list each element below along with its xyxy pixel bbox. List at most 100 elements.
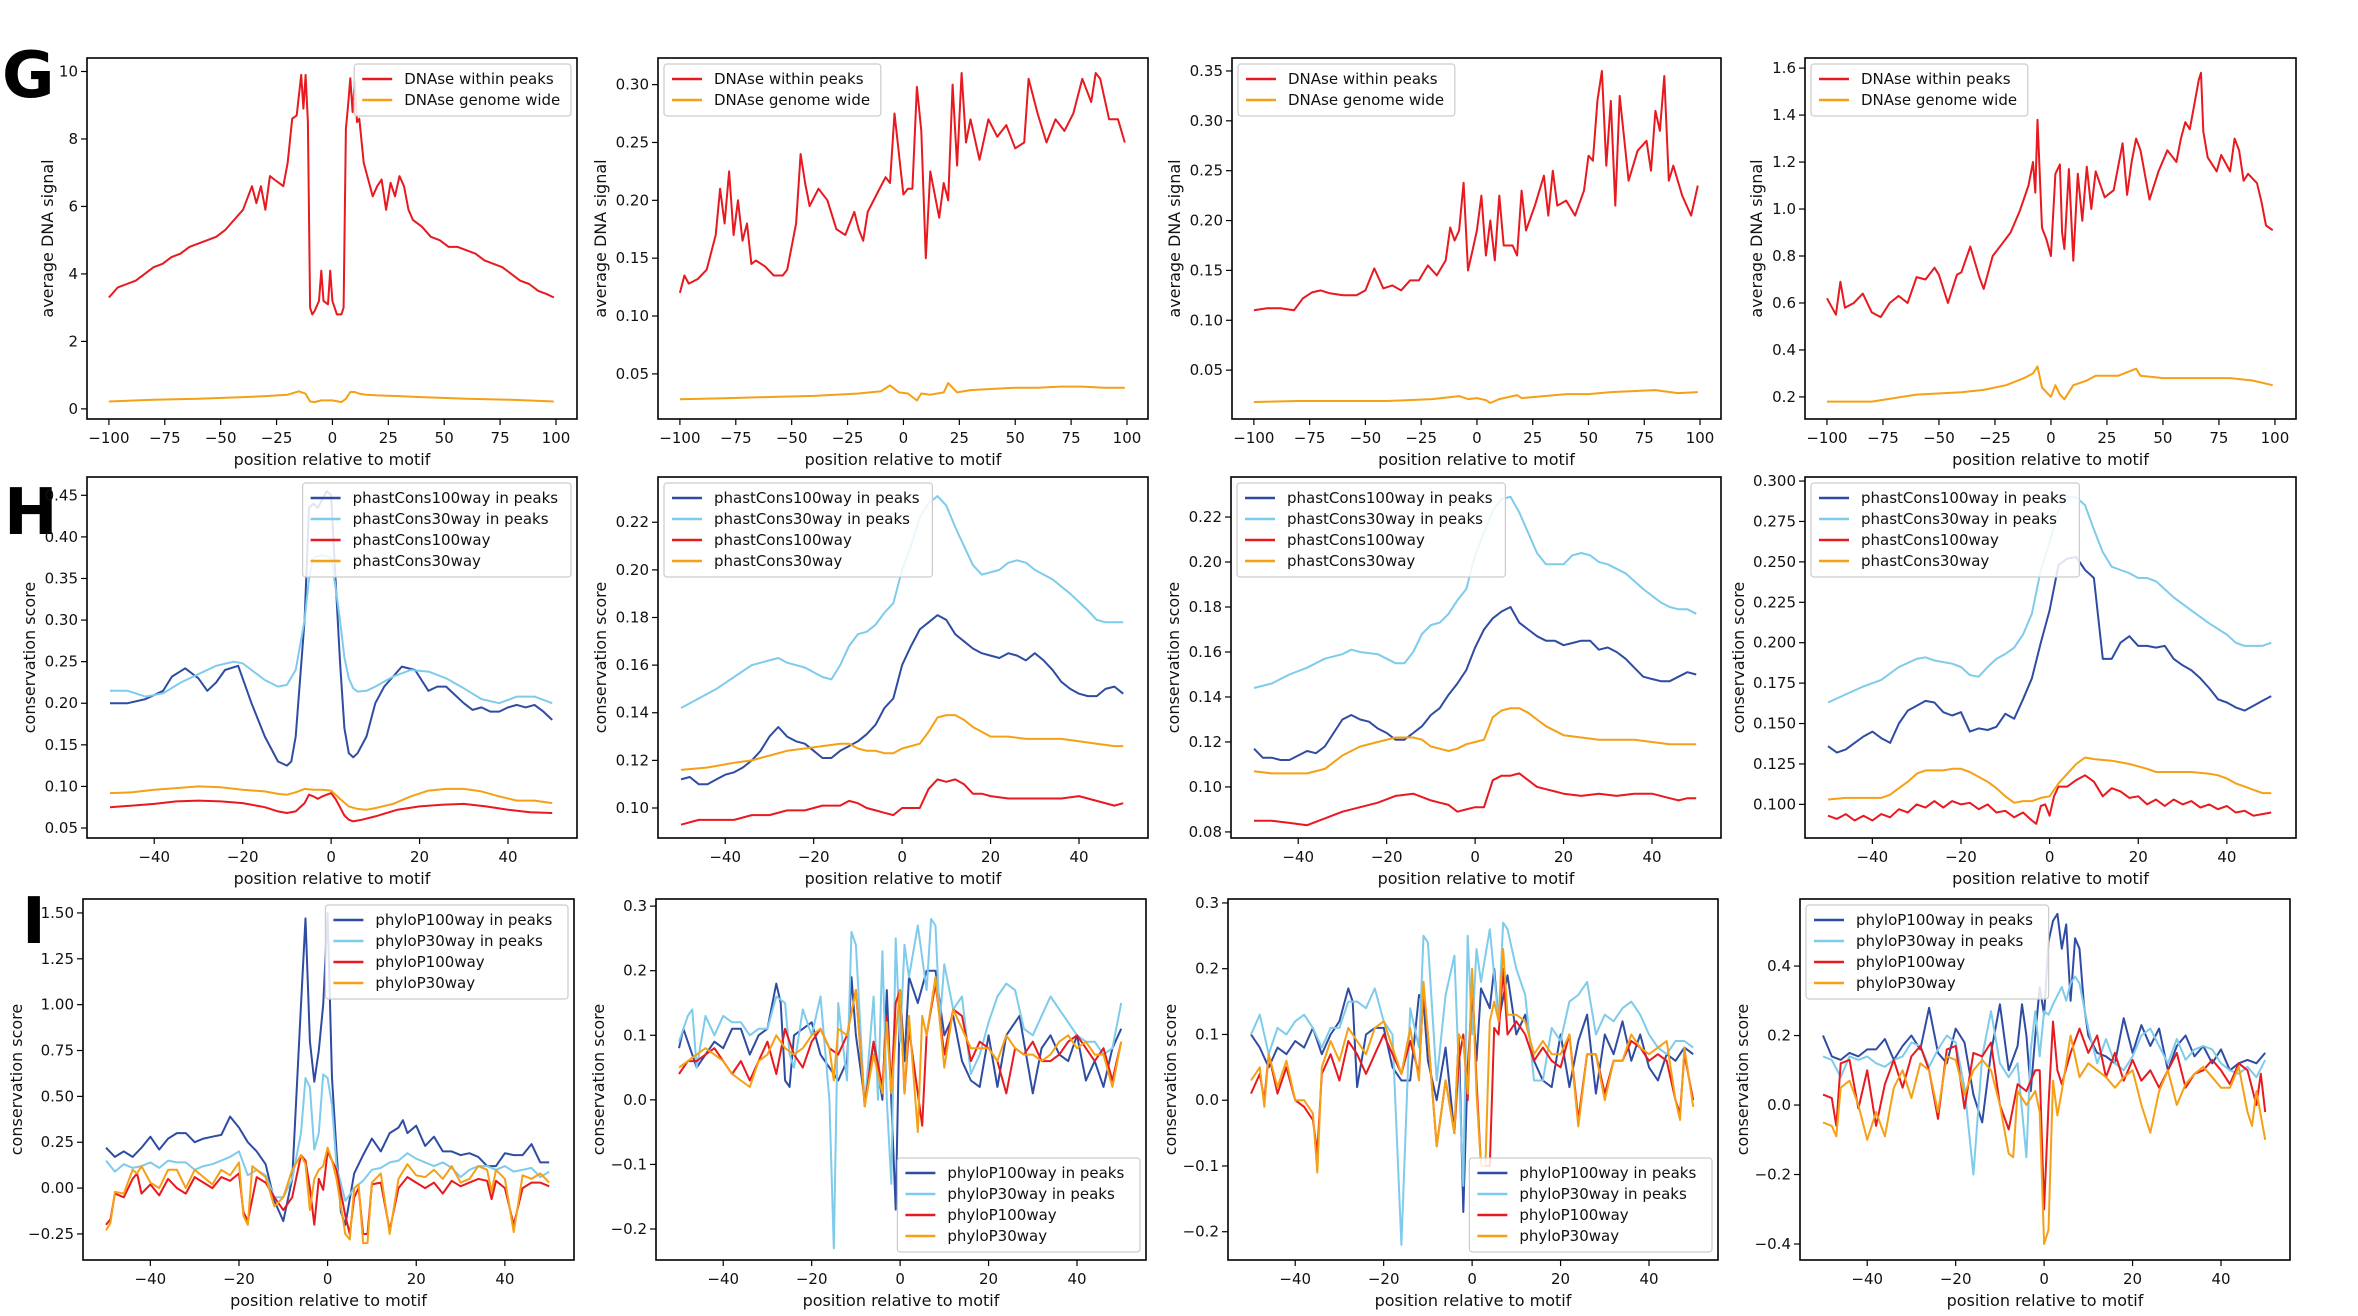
series-line-cons100-peaks: [680, 614, 1124, 786]
series-line-cons30-peaks: [1250, 921, 1694, 1246]
y-tick-label: 0.250: [1753, 553, 1796, 571]
x-tick-label: 0: [328, 429, 338, 447]
x-tick-label: 75: [491, 429, 510, 447]
x-tick-label: 20: [981, 848, 1000, 866]
legend-label: phastCons100way in peaks: [714, 489, 920, 507]
x-tick-label: −50: [776, 429, 808, 447]
y-tick-label: 0.0: [623, 1091, 647, 1109]
legend-label: DNAse genome wide: [1861, 91, 2017, 109]
legend: DNAse within peaks DNAse genome wide: [353, 63, 572, 117]
legend: phastCons100way in peaks phastCons30way i…: [1236, 482, 1506, 578]
series-line-cons30: [680, 714, 1124, 771]
x-axis-label: position relative to motif: [234, 450, 431, 469]
y-tick-label: 0.40: [45, 528, 78, 546]
x-tick-label: 0: [1472, 429, 1482, 447]
series-line-dnase-genome: [679, 382, 1125, 402]
series-line-cons100: [1827, 774, 2272, 825]
x-tick-label: 0: [2039, 1270, 2049, 1288]
x-tick-label: −40: [135, 1270, 167, 1288]
series-line-dnase-genome: [1827, 365, 2273, 403]
x-tick-label: −40: [1282, 848, 1314, 866]
y-tick-label: −0.2: [1755, 1166, 1791, 1184]
series-line-cons30: [1822, 1034, 2267, 1245]
x-axis-label: position relative to motif: [1952, 450, 2149, 469]
x-tick-label: 25: [1523, 429, 1542, 447]
legend-label: DNAse genome wide: [404, 91, 560, 109]
y-tick-label: 1.00: [41, 996, 74, 1014]
y-tick-label: 1.2: [1772, 153, 1796, 171]
legend: phyloP100way in peaks phyloP30way in peak…: [896, 1157, 1141, 1253]
series-line-cons30: [1250, 948, 1695, 1174]
y-axis-label: average DNA signal: [38, 159, 57, 317]
x-tick-label: 40: [1639, 1270, 1658, 1288]
x-tick-label: 20: [407, 1270, 426, 1288]
legend-label: phyloP30way: [947, 1227, 1047, 1245]
panel-i1: −40 −20 0 20 40 −0.25 0.00 0.25 0.50 0.75 1.00 1.25…: [7, 898, 575, 1310]
series-line-cons100: [1250, 967, 1695, 1167]
y-tick-label: 0.14: [616, 704, 649, 722]
x-tick-label: 40: [2211, 1270, 2230, 1288]
legend-box: [896, 1157, 1141, 1253]
x-tick-label: −20: [796, 1270, 828, 1288]
legend: phyloP100way in peaks phyloP30way in peak…: [324, 904, 569, 1000]
y-tick-label: 0.75: [41, 1042, 74, 1060]
x-tick-label: −20: [227, 848, 259, 866]
y-tick-label: 0.20: [1189, 553, 1222, 571]
y-tick-label: 0.30: [1190, 112, 1223, 130]
legend-box: [302, 482, 572, 578]
y-tick-label: 0.50: [41, 1087, 74, 1105]
x-tick-label: 20: [979, 1270, 998, 1288]
panel-h4: −40 −20 0 20 40 0.100 0.125 0.150 0.175 0.200 0.22…: [1729, 472, 2297, 888]
series-line-cons100-peaks: [678, 969, 1123, 1211]
panel-g4: −100 −75 −50 −25 0 25 50 75 100 0.2 0.4 0.6 0.8 1.0 1.…: [1747, 57, 2297, 469]
x-tick-label: −100: [659, 429, 700, 447]
x-axis-label: position relative to motif: [805, 450, 1002, 469]
series-group: [1253, 495, 1697, 827]
legend-label: phyloP100way in peaks: [375, 911, 552, 929]
series-line-dnase-peaks: [1826, 71, 2274, 319]
series-line-cons30: [105, 1146, 550, 1245]
x-tick-label: −20: [1945, 848, 1977, 866]
y-tick-label: 2: [68, 332, 78, 350]
series-line-cons100: [680, 778, 1124, 826]
row-label-h: H: [4, 476, 58, 550]
legend-box: [663, 482, 933, 578]
x-tick-label: 0: [899, 429, 909, 447]
x-tick-label: 40: [495, 1270, 514, 1288]
legend-box: [1810, 482, 2080, 578]
y-tick-label: 0.10: [616, 799, 649, 817]
y-tick-label: 1.6: [1772, 59, 1796, 77]
y-tick-label: 0.10: [45, 777, 78, 795]
x-axis-label: position relative to motif: [234, 869, 431, 888]
y-tick-label: 0.25: [616, 133, 649, 151]
row-label-i: I: [22, 885, 46, 959]
legend-label: phyloP100way: [947, 1206, 1056, 1224]
legend-label: phastCons100way in peaks: [1861, 489, 2067, 507]
legend-label: phyloP30way: [1856, 974, 1956, 992]
y-tick-label: 0.15: [1190, 261, 1223, 279]
x-axis-label: position relative to motif: [230, 1291, 427, 1310]
series-line-cons30-peaks: [1822, 975, 2267, 1176]
y-tick-label: 0.4: [1767, 957, 1791, 975]
x-tick-label: −25: [261, 429, 293, 447]
legend-label: DNAse within peaks: [1288, 70, 1438, 88]
y-tick-label: −0.1: [611, 1155, 647, 1173]
series-line-cons30: [678, 976, 1123, 1134]
series-group: [678, 72, 1126, 402]
y-axis-label: conservation score: [1733, 1004, 1752, 1155]
x-tick-label: 40: [1642, 848, 1661, 866]
x-tick-label: 100: [1113, 429, 1142, 447]
y-tick-label: 0.18: [1189, 598, 1222, 616]
legend-label: phyloP100way: [1519, 1206, 1628, 1224]
x-tick-label: 0: [1470, 848, 1480, 866]
y-tick-label: 0.1: [1195, 1025, 1219, 1043]
x-tick-label: 75: [2209, 429, 2228, 447]
x-tick-label: −25: [1979, 429, 2011, 447]
y-axis-label: conservation score: [591, 582, 610, 733]
y-tick-label: 0.3: [1195, 894, 1219, 912]
y-axis-label: conservation score: [1729, 582, 1748, 733]
legend-label: phyloP30way in peaks: [375, 932, 543, 950]
x-tick-label: 20: [1551, 1270, 1570, 1288]
legend-label: phyloP100way in peaks: [1856, 911, 2033, 929]
legend-label: DNAse within peaks: [1861, 70, 2011, 88]
